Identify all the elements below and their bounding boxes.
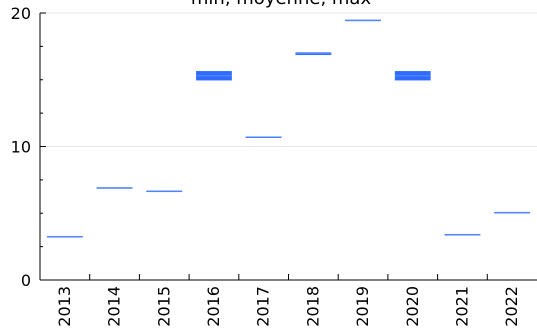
x-tick-label: 2019 (353, 286, 372, 327)
x-ticks: 2013 2014 2015 2016 2017 2018 2019 2020 2021 2022 (55, 274, 521, 327)
grid-lines (40, 12, 537, 147)
x-tick-label: 2013 (55, 286, 74, 327)
range-marks (46, 19, 531, 238)
x-tick-label: 2017 (254, 286, 273, 327)
y-ticks: 0 10 20 (11, 4, 46, 290)
x-tick-label: 2015 (154, 286, 173, 327)
x-tick-label: 2022 (502, 286, 521, 327)
x-tick-label: 2014 (105, 286, 124, 327)
x-tick-label: 2016 (204, 286, 223, 327)
y-tick-label: 10 (11, 138, 31, 157)
x-tick-label: 2021 (452, 286, 471, 327)
x-tick-label: 2020 (403, 286, 422, 327)
chart-title: min, moyenne, max (191, 0, 372, 9)
y-tick-label: 0 (21, 271, 31, 290)
y-tick-label: 20 (11, 4, 31, 23)
x-tick-label: 2018 (303, 286, 322, 327)
